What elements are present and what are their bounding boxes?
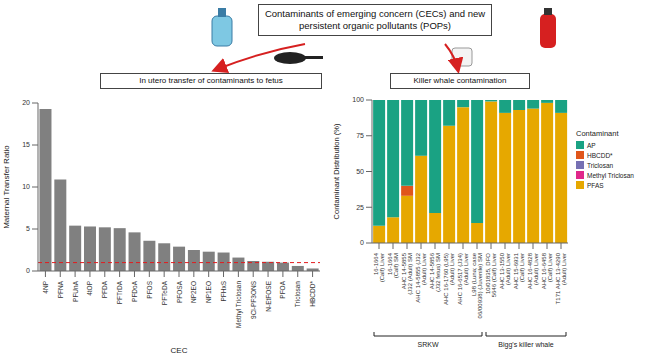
- html-text:Methyl Triclosan: Methyl Triclosan: [587, 171, 634, 179]
- svg-text:100: 100: [352, 96, 364, 103]
- svg-text:4NP: 4NP: [42, 281, 49, 294]
- svg-text:16-1664(Calf) Liver: 16-1664(Calf) Liver: [373, 252, 386, 282]
- html-text:PFAS: PFAS: [587, 181, 604, 189]
- svg-text:CEC: CEC: [171, 346, 188, 355]
- svg-text:HBCDD*: HBCDD*: [309, 281, 316, 307]
- svg-text:AHC 14-5855 (J32(Adult) Liver: AHC 14-5855 (J32(Adult) Liver: [415, 252, 428, 302]
- svg-text:NP2EO: NP2EO: [190, 281, 197, 303]
- html-text:Killer whale contamination: Killer whale contamination: [413, 76, 507, 85]
- svg-text:AHC 14-5855(J32 (Adult) SM: AHC 14-5855(J32 (Adult) SM: [401, 252, 414, 294]
- svg-text:AHC 13-1550(Adult) Liver: AHC 13-1550(Adult) Liver: [499, 252, 512, 289]
- html-text:Contaminants of emerging conce: Contaminants of emerging concern (CECs) …: [264, 8, 486, 31]
- svg-text:4tOP: 4tOP: [86, 281, 93, 296]
- svg-text:PFOS: PFOS: [146, 280, 153, 298]
- svg-text:T171 AHC 13-4290(Adult) Liver: T171 AHC 13-4290(Adult) Liver: [555, 252, 568, 304]
- svg-text:AHC 16-6517 (J34)(Adult) Liver: AHC 16-6517 (J34)(Adult) Liver: [457, 253, 470, 305]
- svg-text:SRKW: SRKW: [418, 341, 439, 348]
- svg-text:N-EtFOSE: N-EtFOSE: [265, 280, 272, 311]
- svg-text:PFDA: PFDA: [101, 280, 108, 298]
- svg-text:Maternal Transfer Ratio: Maternal Transfer Ratio: [2, 145, 11, 229]
- svg-text:0: 0: [360, 239, 364, 246]
- svg-text:25: 25: [356, 204, 364, 211]
- svg-text:75: 75: [356, 132, 364, 139]
- svg-text:PFDoA: PFDoA: [131, 280, 138, 302]
- svg-text:10/01835, DFO5646 (Calf) Liver: 10/01835, DFO5646 (Calf) Liver: [485, 253, 498, 298]
- svg-text:5: 5: [26, 225, 30, 232]
- svg-text:PFTrDA: PFTrDA: [116, 280, 123, 304]
- html-text:HBCDD*: HBCDD*: [587, 151, 613, 159]
- svg-text:PFOA: PFOA: [279, 280, 286, 298]
- html-text:Contaminant: Contaminant: [576, 129, 619, 138]
- svg-text:PFTeDA: PFTeDA: [161, 280, 168, 305]
- svg-text:AHC 16-4828(Adult) Liver: AHC 16-4828(Adult) Liver: [527, 252, 540, 289]
- html-text:Triclosan: Triclosan: [587, 161, 614, 169]
- svg-text:AHC 16-6458(Calf) Liver: AHC 16-6458(Calf) Liver: [541, 252, 554, 289]
- svg-text:15: 15: [22, 141, 30, 148]
- svg-text:AHC 16-1760 (L95)(Adult) Liver: AHC 16-1760 (L95)(Adult) Liver: [443, 253, 456, 305]
- svg-text:PFNA: PFNA: [57, 280, 64, 298]
- html-text:In utero transfer of contamina: In utero transfer of contaminants to fet…: [139, 76, 283, 85]
- svg-text:9Cl-PF3ONS: 9Cl-PF3ONS: [250, 280, 257, 319]
- svg-text:PFHxS: PFHxS: [220, 280, 227, 301]
- svg-text:L98 (Luna; case06/00938) (Juve: L98 (Luna; case06/00938) (Juvenile) SM: [471, 252, 484, 318]
- html-text:AP: AP: [587, 141, 596, 149]
- svg-text:20: 20: [22, 99, 30, 106]
- svg-text:Contaminant Distribution (%): Contaminant Distribution (%): [332, 123, 341, 219]
- svg-text:50: 50: [356, 168, 364, 175]
- svg-text:Bigg's killer whale: Bigg's killer whale: [498, 341, 554, 349]
- svg-text:AHC 15-6931(Calf) Liver: AHC 15-6931(Calf) Liver: [513, 252, 526, 289]
- svg-text:0: 0: [26, 267, 30, 274]
- svg-text:Methyl Triclosan: Methyl Triclosan: [235, 281, 243, 328]
- svg-text:16-1664(Calf) SM: 16-1664(Calf) SM: [387, 252, 400, 278]
- svg-text:AHC 14-5856(J32 fetus) SM: AHC 14-5856(J32 fetus) SM: [429, 252, 442, 292]
- svg-text:PFUnA: PFUnA: [72, 280, 79, 302]
- svg-text:10: 10: [22, 183, 30, 190]
- svg-text:NP1EO: NP1EO: [205, 281, 212, 303]
- svg-text:PFOSA: PFOSA: [176, 280, 183, 303]
- svg-text:Triclosan: Triclosan: [294, 281, 301, 308]
